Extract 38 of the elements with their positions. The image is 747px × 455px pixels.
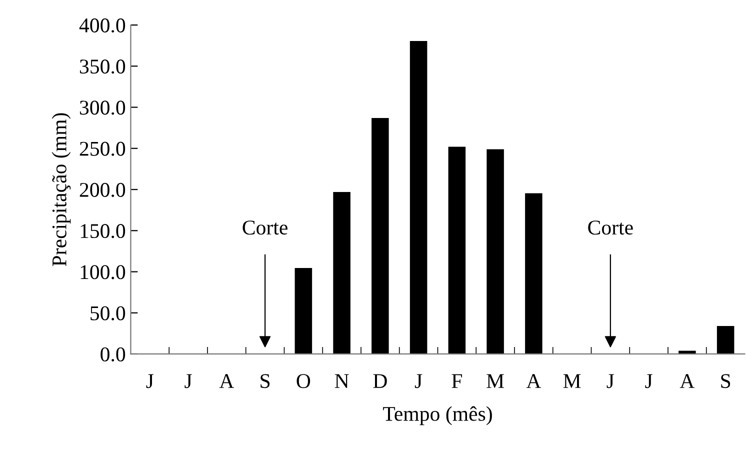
x-tick-label: A [219, 374, 234, 388]
x-tick-label: S [721, 374, 730, 388]
annotation: Corte [242, 220, 288, 235]
y-tick-label: 100.0 [80, 265, 126, 280]
bar [372, 118, 389, 354]
x-tick-label: N [334, 374, 349, 388]
annotation: Corte [588, 220, 633, 235]
y-tick-label: 350.0 [80, 60, 126, 74]
x-tick-label: J [606, 374, 614, 388]
x-tick-label: J [645, 374, 652, 388]
x-tick-label: S [260, 374, 270, 388]
y-axis-title: Precipitação (mm) [52, 113, 71, 266]
x-axis-title: Tempo (mês) [383, 406, 492, 426]
bar [448, 146, 466, 354]
y-tick-label: 150.0 [80, 224, 126, 238]
x-tick-label: J [146, 374, 154, 388]
y-tick-label: 0.0 [100, 347, 126, 362]
bar [294, 268, 312, 354]
x-tick-label: A [526, 374, 542, 388]
x-tick-label: A [680, 374, 695, 388]
bar [410, 41, 428, 354]
x-tick-label: F [452, 374, 462, 388]
bar [716, 326, 734, 354]
x-tick-label: M [486, 374, 504, 388]
y-tick-label: 250.0 [80, 142, 126, 156]
x-tick-label: M [563, 374, 581, 388]
x-tick-label: O [296, 374, 310, 388]
bar [486, 149, 504, 354]
bar [525, 193, 542, 354]
bar [333, 192, 350, 354]
y-tick-label: 400.0 [79, 18, 126, 33]
x-tick-label: D [373, 374, 387, 388]
bar [678, 350, 696, 354]
y-tick-label: 50.0 [90, 306, 126, 320]
x-tick-label: J [184, 374, 192, 388]
y-tick-label: 300.0 [80, 100, 126, 115]
x-tick-label: J [414, 374, 422, 388]
y-tick-label: 200.0 [80, 182, 126, 198]
